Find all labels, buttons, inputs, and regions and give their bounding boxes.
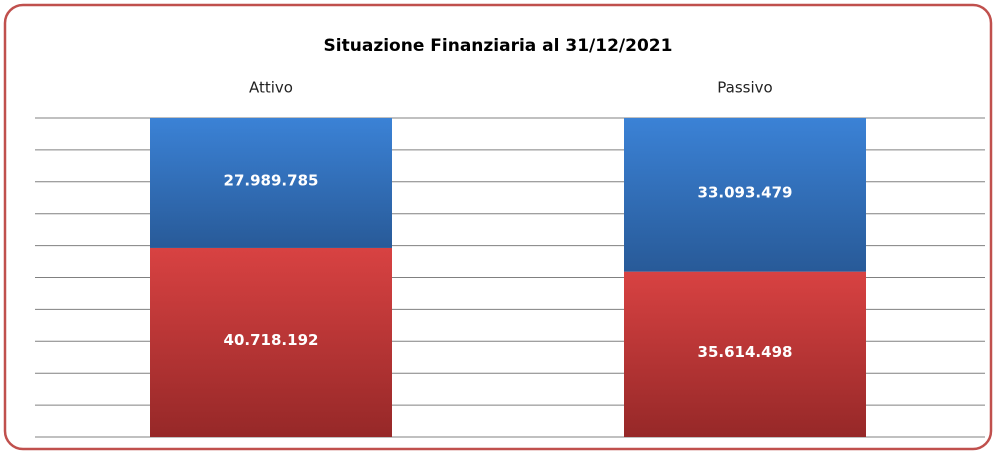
x-category-label: Passivo	[717, 79, 772, 97]
value-label: 40.718.192	[224, 331, 319, 349]
bar-segment	[624, 271, 866, 437]
value-label: 33.093.479	[698, 183, 793, 201]
chart-title: Situazione Finanziaria al 31/12/2021	[324, 36, 673, 56]
value-label: 35.614.498	[698, 343, 793, 361]
bar-segment	[150, 247, 392, 437]
bar-segment	[150, 118, 392, 248]
x-category-label: Attivo	[249, 79, 293, 97]
value-label: 27.989.785	[224, 171, 319, 189]
bar-segment	[624, 118, 866, 272]
